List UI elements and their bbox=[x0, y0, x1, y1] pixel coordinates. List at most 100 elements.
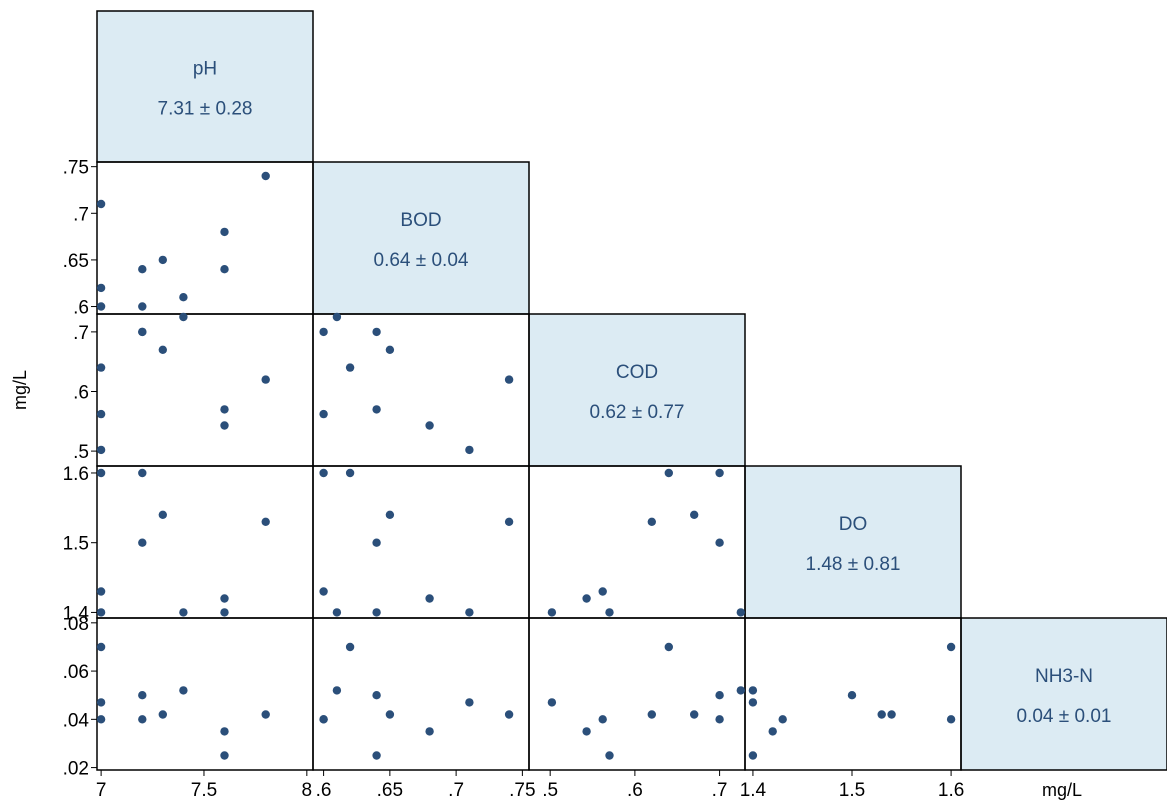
diagonal-cell-cod bbox=[528, 313, 746, 467]
data-point bbox=[372, 405, 381, 414]
data-point bbox=[319, 409, 328, 419]
data-point bbox=[220, 751, 229, 760]
y-tick-label: 1.6 bbox=[63, 464, 89, 485]
data-point bbox=[425, 727, 434, 736]
data-point bbox=[96, 608, 106, 617]
variable-summary-bod: 0.64 ± 0.04 bbox=[374, 250, 469, 271]
data-point bbox=[504, 710, 514, 719]
data-points bbox=[96, 171, 956, 760]
data-point bbox=[138, 265, 147, 274]
data-point bbox=[372, 691, 381, 700]
data-point bbox=[158, 710, 167, 719]
scatter-panel bbox=[96, 313, 314, 467]
data-point bbox=[372, 327, 381, 337]
data-point bbox=[647, 710, 656, 719]
x-axis-title: mg/L bbox=[1042, 780, 1082, 800]
x-tick-label: .7 bbox=[448, 780, 464, 801]
y-tick-label: .02 bbox=[63, 759, 89, 780]
data-point bbox=[664, 468, 673, 478]
data-point bbox=[547, 608, 557, 617]
data-point bbox=[425, 421, 434, 430]
x-tick-label: 8 bbox=[302, 780, 313, 801]
data-point bbox=[690, 710, 699, 719]
data-point bbox=[877, 710, 886, 719]
x-tick-label: .6 bbox=[627, 780, 643, 801]
data-point bbox=[96, 642, 106, 652]
data-point bbox=[582, 727, 591, 736]
x-tick-label: 1.4 bbox=[740, 780, 767, 801]
scatter-panel bbox=[96, 617, 314, 771]
data-point bbox=[715, 468, 724, 478]
variable-summary-nh3-n: 0.04 ± 0.01 bbox=[1017, 706, 1112, 727]
data-point bbox=[598, 587, 607, 596]
data-point bbox=[768, 727, 777, 736]
data-point bbox=[179, 312, 188, 322]
data-point bbox=[96, 409, 106, 419]
y-tick-label: .6 bbox=[73, 382, 89, 403]
data-point bbox=[748, 686, 758, 695]
data-point bbox=[345, 468, 355, 478]
y-tick-label: .7 bbox=[73, 323, 89, 344]
data-point bbox=[332, 686, 342, 695]
diagonal-cell-do bbox=[744, 465, 962, 619]
data-point bbox=[715, 538, 724, 547]
scatter-panel bbox=[312, 313, 530, 467]
x-tick-label: .65 bbox=[377, 780, 403, 801]
data-point bbox=[179, 686, 188, 695]
data-point bbox=[96, 445, 106, 455]
y-tick-label: .7 bbox=[73, 204, 89, 225]
x-tick-label: .75 bbox=[509, 780, 535, 801]
data-point bbox=[96, 199, 106, 209]
data-point bbox=[547, 698, 557, 707]
data-point bbox=[220, 594, 229, 603]
data-point bbox=[647, 517, 656, 526]
axis-ticks: .6 .65 .7 .75 .5 .6 .7 1.4 1.5 1.6 .02 .04 .06 .08 7 7.… bbox=[63, 158, 965, 801]
data-point bbox=[946, 715, 956, 724]
data-point bbox=[332, 312, 342, 322]
y-tick-label: 1.4 bbox=[63, 603, 90, 624]
data-point bbox=[220, 727, 229, 736]
data-point bbox=[96, 363, 106, 372]
variable-name-do: DO bbox=[839, 514, 868, 535]
y-tick-label: .75 bbox=[63, 158, 89, 179]
data-point bbox=[887, 710, 896, 719]
y-tick-label: .06 bbox=[63, 662, 89, 683]
data-point bbox=[96, 283, 106, 293]
data-point bbox=[598, 715, 607, 724]
data-point bbox=[261, 517, 270, 526]
data-point bbox=[138, 538, 147, 547]
data-point bbox=[504, 375, 514, 384]
scatter-panel bbox=[96, 161, 314, 315]
x-tick-label: .7 bbox=[712, 780, 728, 801]
data-point bbox=[220, 405, 229, 414]
scatter-panel bbox=[312, 617, 530, 771]
data-point bbox=[582, 594, 591, 603]
y-tick-label: 1.5 bbox=[63, 534, 89, 555]
data-point bbox=[345, 363, 355, 372]
data-point bbox=[220, 421, 229, 430]
data-point bbox=[715, 691, 724, 700]
data-point bbox=[736, 686, 745, 695]
data-point bbox=[319, 327, 328, 337]
variable-summary-ph: 7.31 ± 0.28 bbox=[158, 99, 253, 120]
y-axis-title: mg/L bbox=[10, 370, 30, 410]
variable-summary-do: 1.48 ± 0.81 bbox=[806, 554, 901, 575]
data-point bbox=[96, 468, 106, 478]
data-point bbox=[138, 691, 147, 700]
variable-name-nh3-n: NH3-N bbox=[1035, 666, 1093, 687]
data-point bbox=[847, 691, 857, 700]
data-point bbox=[319, 715, 328, 724]
x-tick-label: 7.5 bbox=[191, 780, 217, 801]
diagonal-cell-nh3-n bbox=[960, 617, 1167, 771]
data-point bbox=[690, 510, 699, 519]
variable-name-bod: BOD bbox=[400, 210, 441, 231]
y-tick-label: .04 bbox=[63, 710, 90, 731]
x-tick-label: 1.5 bbox=[839, 780, 865, 801]
data-point bbox=[465, 698, 474, 707]
data-point bbox=[504, 517, 514, 526]
data-point bbox=[220, 265, 229, 274]
data-point bbox=[158, 510, 167, 519]
data-point bbox=[372, 751, 381, 760]
data-point bbox=[158, 255, 167, 265]
y-tick-label: .5 bbox=[73, 442, 89, 463]
